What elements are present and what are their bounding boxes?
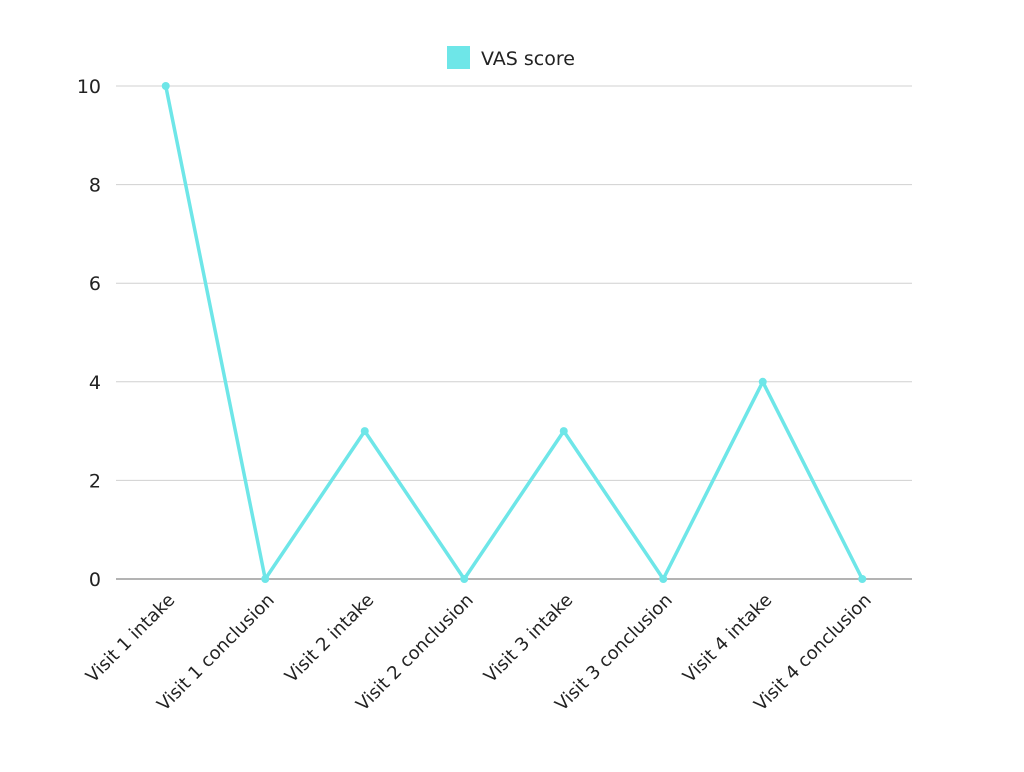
y-tick-label: 2: [89, 470, 101, 492]
data-point[interactable]: [161, 82, 170, 90]
data-point[interactable]: [360, 427, 369, 436]
x-tick-label: Visit 1 intake: [82, 590, 179, 687]
gridlines: [116, 85, 912, 580]
data-point[interactable]: [659, 575, 668, 583]
series-layer: [161, 82, 867, 583]
x-tick-label: Visit 4 intake: [679, 590, 776, 687]
legend-label: VAS score: [481, 48, 575, 70]
data-point[interactable]: [559, 427, 568, 436]
y-axis-ticks: 0 2 4 6 8 10: [77, 76, 101, 591]
legend-swatch: [447, 46, 470, 69]
y-tick-label: 6: [89, 273, 101, 295]
y-tick-label: 8: [89, 175, 101, 197]
series-line: [164, 85, 864, 581]
y-tick-label: 10: [77, 76, 101, 98]
data-point[interactable]: [261, 575, 270, 583]
y-tick-label: 4: [89, 372, 101, 394]
data-point[interactable]: [858, 575, 867, 583]
data-point[interactable]: [758, 377, 767, 386]
x-tick-label: Visit 2 intake: [281, 590, 378, 687]
legend[interactable]: VAS score: [447, 46, 575, 70]
data-point[interactable]: [460, 575, 469, 583]
y-tick-label: 0: [89, 569, 101, 591]
x-tick-label: Visit 3 intake: [480, 590, 577, 687]
